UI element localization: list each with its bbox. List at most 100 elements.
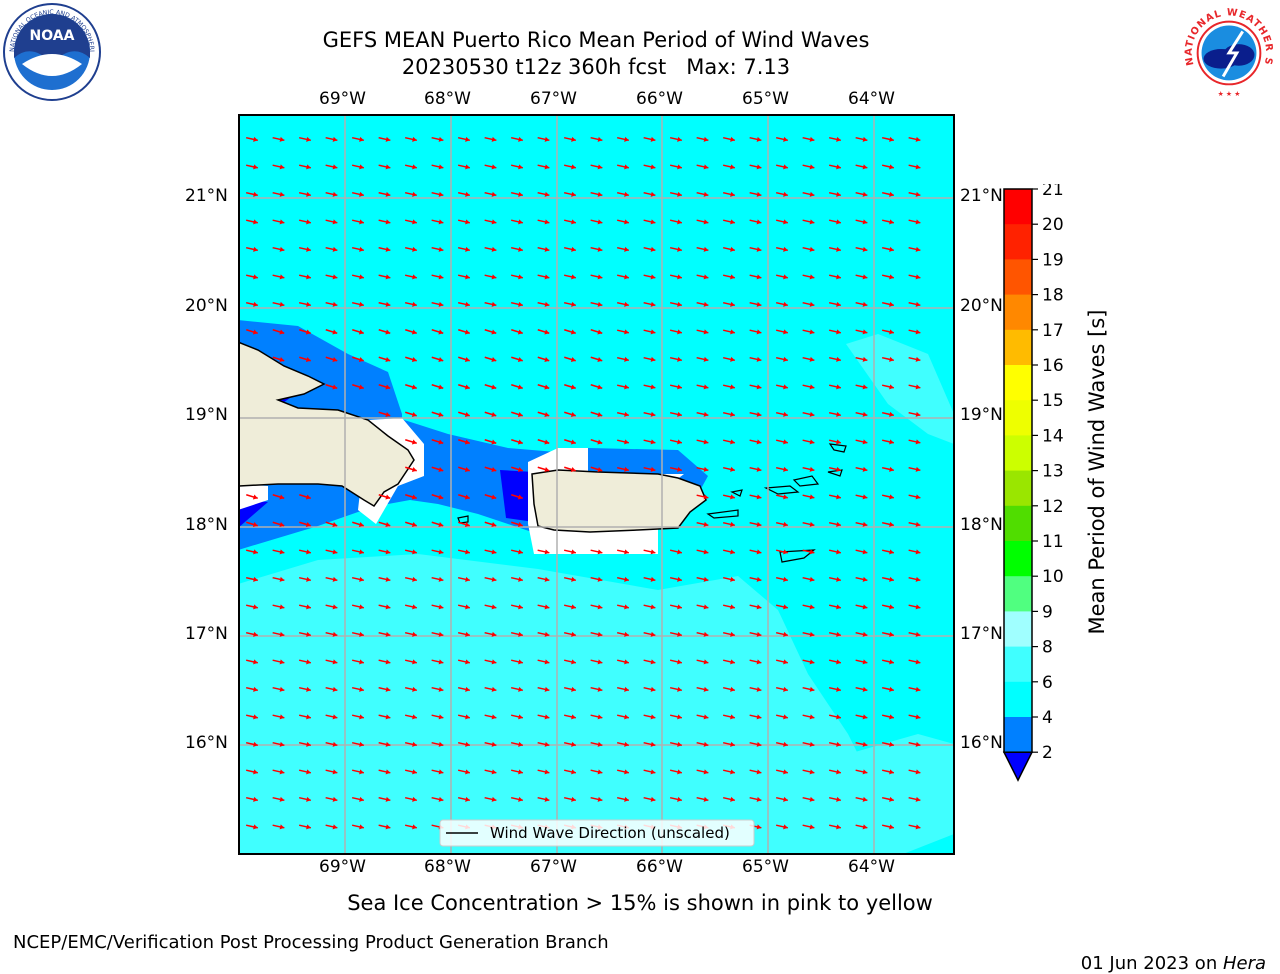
wave-direction-arrowhead: [491, 219, 497, 225]
wave-direction-arrowhead: [438, 357, 444, 362]
wave-direction-arrowhead: [438, 329, 444, 335]
wave-direction-arrowhead: [730, 686, 735, 692]
wave-direction-arrowhead: [412, 549, 417, 555]
wave-direction-arrowhead: [279, 164, 285, 170]
wave-direction-arrowhead: [703, 796, 709, 802]
lat-label: 20°N: [960, 296, 1003, 316]
wave-direction-arrowhead: [279, 274, 285, 280]
wave-direction-arrowhead: [518, 796, 523, 802]
wave-direction-arrowhead: [306, 246, 311, 252]
wave-direction-arrowhead: [385, 136, 391, 142]
wave-direction-arrowhead: [915, 384, 921, 390]
wave-direction-arrowhead: [703, 274, 709, 280]
wave-direction-arrowhead: [518, 576, 523, 582]
wave-direction-arrowhead: [438, 549, 444, 555]
wave-direction-arrowhead: [253, 191, 258, 197]
wave-direction-arrowhead: [465, 741, 470, 747]
wave-direction-arrowhead: [703, 741, 709, 747]
wave-direction-arrowhead: [279, 576, 285, 582]
wave-direction-arrowhead: [279, 246, 285, 252]
wave-direction-arrowhead: [624, 686, 629, 692]
colorbar-tick-label: 8: [1042, 638, 1053, 658]
wave-direction-arrowhead: [412, 604, 417, 610]
wave-direction-arrowhead: [491, 467, 497, 472]
wave-direction-arrowhead: [411, 412, 417, 417]
colorbar-extend-triangle: [1002, 751, 1034, 782]
wave-direction-arrowhead: [677, 136, 682, 142]
wave-direction-arrowhead: [783, 411, 788, 417]
wave-direction-arrowhead: [783, 246, 788, 252]
wave-direction-arrowhead: [597, 164, 603, 170]
wave-direction-arrowhead: [650, 549, 656, 555]
wave-direction-arrowhead: [756, 466, 762, 472]
colorbar-tick-label: 17: [1042, 321, 1064, 341]
wave-direction-arrowhead: [306, 191, 311, 197]
wave-direction-arrowhead: [464, 522, 470, 527]
wave-direction-arrowhead: [862, 301, 868, 307]
wave-direction-arrowhead: [889, 604, 894, 610]
wave-direction-arrowhead: [756, 246, 762, 252]
wave-direction-arrowhead: [703, 356, 709, 362]
wave-direction-arrowhead: [624, 741, 629, 747]
wave-direction-arrowhead: [889, 356, 894, 362]
wave-direction-arrowhead: [730, 466, 735, 472]
colorbar-segment: [1004, 435, 1032, 472]
wave-direction-arrowhead: [385, 357, 391, 362]
period-band-6-8-ne: [846, 334, 954, 444]
wave-direction-arrowhead: [597, 549, 603, 555]
wave-direction-arrowhead: [915, 521, 921, 527]
svg-text:★ ★ ★: ★ ★ ★: [1218, 90, 1241, 98]
wave-direction-arrowhead: [862, 384, 868, 390]
wave-direction-arrowhead: [783, 219, 788, 225]
wave-direction-arrowhead: [889, 136, 894, 142]
wave-direction-arrowhead: [756, 686, 762, 692]
wave-direction-arrowhead: [889, 521, 894, 527]
wave-direction-arrowhead: [412, 274, 417, 280]
wave-direction-arrowhead: [597, 467, 603, 472]
wave-direction-arrowhead: [836, 136, 841, 142]
wave-direction-arrowhead: [305, 357, 311, 362]
wave-direction-arrowhead: [279, 741, 285, 747]
wave-direction-arrowhead: [491, 357, 497, 362]
wave-direction-arrowhead: [385, 796, 391, 802]
wave-direction-arrowhead: [465, 136, 470, 142]
wave-direction-arrowhead: [544, 246, 550, 252]
wave-direction-arrowhead: [730, 384, 735, 390]
wave-direction-arrowhead: [650, 246, 656, 252]
wave-direction-arrowhead: [306, 301, 311, 307]
wave-direction-arrowhead: [571, 796, 576, 802]
wave-direction-arrowhead: [889, 796, 894, 802]
wave-direction-arrowhead: [677, 576, 682, 582]
wave-direction-arrowhead: [465, 219, 470, 225]
colorbar-tick-label: 13: [1042, 462, 1064, 482]
wave-direction-arrowhead: [491, 522, 497, 527]
wave-direction-arrowhead: [889, 274, 894, 280]
wave-direction-arrowhead: [756, 796, 762, 802]
wave-direction-arrowhead: [650, 219, 656, 225]
wave-direction-arrowhead: [783, 136, 788, 142]
wave-direction-arrowhead: [306, 796, 311, 802]
wave-direction-arrowhead: [809, 714, 815, 720]
wave-direction-arrowhead: [544, 659, 550, 665]
lat-label: 19°N: [185, 405, 228, 425]
wave-direction-arrowhead: [253, 219, 258, 225]
wave-direction-arrowhead: [677, 411, 682, 417]
wave-direction-arrowhead: [809, 356, 815, 362]
wave-direction-arrowhead: [359, 824, 364, 830]
wave-direction-arrowhead: [465, 714, 470, 720]
wave-direction-arrowhead: [411, 467, 417, 472]
wave-direction-arrowhead: [756, 164, 762, 170]
wave-direction-arrowhead: [279, 191, 285, 197]
wave-direction-arrowhead: [358, 357, 364, 362]
wave-direction-arrowhead: [836, 659, 841, 665]
wave-direction-arrowhead: [332, 384, 338, 390]
wave-direction-arrowhead: [597, 741, 603, 747]
colorbar-tick-label: 9: [1042, 602, 1053, 622]
wave-direction-arrowhead: [915, 274, 921, 280]
wave-direction-arrowhead: [783, 494, 788, 500]
wave-direction-arrowhead: [359, 769, 364, 775]
wave-direction-arrowhead: [544, 164, 550, 170]
wave-direction-arrowhead: [809, 191, 815, 197]
wave-direction-arrowhead: [359, 796, 364, 802]
wave-direction-arrowhead: [836, 301, 841, 307]
